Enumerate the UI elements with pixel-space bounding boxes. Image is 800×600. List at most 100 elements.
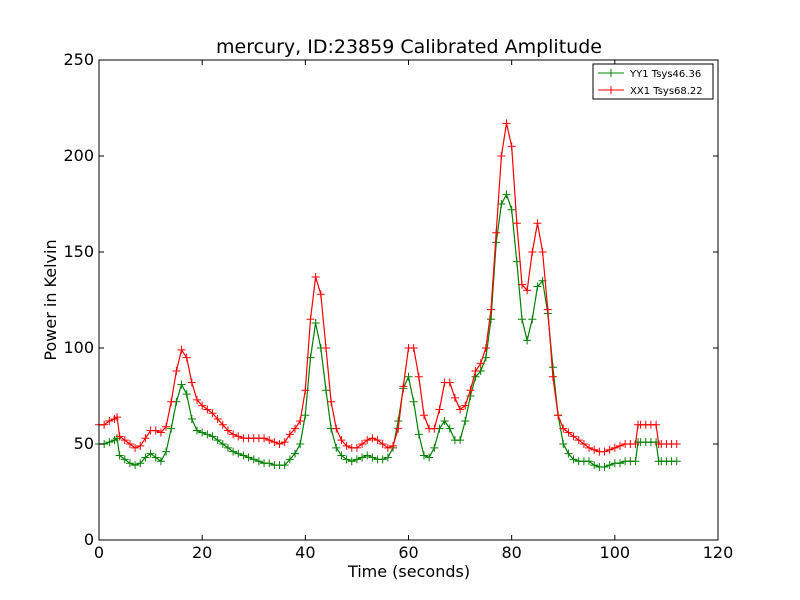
series-0-point-85 bbox=[528, 315, 537, 324]
series-1-point-102 bbox=[615, 441, 624, 450]
series-1-point-13 bbox=[156, 428, 165, 437]
series-0-point-30 bbox=[244, 453, 253, 462]
legend-label-yy1: YY1 Tsys46.36 bbox=[629, 69, 701, 80]
series-1-point-69 bbox=[445, 378, 454, 387]
series-1-point-96 bbox=[585, 443, 594, 452]
series-0-point-32 bbox=[254, 457, 263, 466]
series-1-point-25 bbox=[218, 420, 227, 429]
series-0 bbox=[95, 190, 681, 472]
series-1-point-48 bbox=[337, 436, 346, 445]
series-1-point-73 bbox=[466, 386, 475, 395]
series-1-point-8 bbox=[131, 443, 140, 452]
series-0-point-5 bbox=[115, 451, 124, 460]
series-1-point-14 bbox=[162, 422, 171, 431]
series-1-point-22 bbox=[203, 405, 212, 414]
series-0-point-69 bbox=[445, 424, 454, 433]
series-1-point-52 bbox=[358, 440, 367, 448]
series-1-point-101 bbox=[610, 443, 619, 452]
series-1-point-95 bbox=[579, 440, 588, 448]
series-0-point-39 bbox=[291, 449, 300, 458]
series-1-point-62 bbox=[409, 344, 418, 352]
series-1-point-97 bbox=[590, 445, 599, 454]
series-1-point-45 bbox=[321, 344, 330, 352]
series-1-point-23 bbox=[208, 409, 217, 418]
series-0-point-80 bbox=[502, 190, 511, 199]
series-0-point-38 bbox=[285, 455, 294, 464]
series-0-point-20 bbox=[193, 426, 202, 435]
series-1-point-42 bbox=[306, 315, 315, 324]
series-0-point-105 bbox=[631, 457, 640, 466]
legend: YY1 Tsys46.36 XX1 Tsys68.22 bbox=[592, 63, 714, 100]
series-1-point-54 bbox=[368, 434, 377, 443]
axis-ticks: 0 20 40 60 80 100 120 0 50 100 150 200 250 bbox=[63, 50, 733, 562]
series-0-point-43 bbox=[311, 319, 320, 328]
series-1-point-37 bbox=[280, 438, 289, 447]
series-0-point-17 bbox=[177, 380, 186, 389]
series-1-point-9 bbox=[136, 441, 145, 450]
legend-marker-yy1 bbox=[607, 69, 615, 77]
series-1-point-10 bbox=[141, 434, 150, 443]
series-1-point-27 bbox=[229, 430, 238, 439]
series-0-point-40 bbox=[296, 440, 305, 448]
series-1-point-83 bbox=[517, 280, 526, 289]
legend-box bbox=[592, 63, 714, 100]
series-1-point-90 bbox=[554, 411, 563, 420]
series-0-point-59 bbox=[394, 416, 403, 425]
series-0-point-52 bbox=[358, 453, 367, 462]
series-0-point-28 bbox=[234, 449, 243, 458]
series-line-1 bbox=[99, 123, 677, 453]
x-tick-label-1: 20 bbox=[192, 543, 212, 562]
plot-area bbox=[95, 119, 681, 472]
series-1-point-115 bbox=[672, 440, 681, 448]
series-1-point-21 bbox=[198, 401, 207, 410]
series-1-point-70 bbox=[450, 393, 459, 402]
series-0-point-93 bbox=[569, 455, 578, 464]
x-tick-label-6: 120 bbox=[703, 543, 734, 562]
series-0-point-100 bbox=[605, 461, 614, 470]
series-0-point-65 bbox=[425, 453, 434, 462]
series-1-point-35 bbox=[270, 438, 279, 447]
series-0-point-21 bbox=[198, 428, 207, 437]
y-tick-label-5: 250 bbox=[63, 50, 94, 69]
series-1-point-38 bbox=[285, 430, 294, 439]
series-1-point-66 bbox=[430, 424, 439, 433]
series-1-point-100 bbox=[605, 445, 614, 454]
series-1-point-91 bbox=[559, 424, 568, 433]
series-0-point-115 bbox=[672, 457, 681, 466]
series-0-point-81 bbox=[507, 205, 516, 214]
series-1-point-16 bbox=[172, 367, 181, 376]
y-tick-label-1: 50 bbox=[74, 434, 94, 453]
series-1-point-39 bbox=[291, 424, 300, 433]
series-1-point-80 bbox=[502, 119, 511, 128]
series-0-point-37 bbox=[280, 461, 289, 470]
series-1-point-24 bbox=[213, 415, 222, 424]
series-0-point-23 bbox=[208, 432, 217, 441]
series-1-point-76 bbox=[481, 344, 490, 352]
y-axis-label: Power in Kelvin bbox=[41, 239, 60, 360]
series-0-point-97 bbox=[590, 461, 599, 470]
series-0-point-10 bbox=[141, 453, 150, 462]
series-0-point-66 bbox=[430, 443, 439, 452]
series-1-point-41 bbox=[301, 386, 310, 395]
series-1-point-60 bbox=[399, 382, 408, 391]
series-0-point-54 bbox=[368, 453, 377, 462]
y-tick-label-2: 100 bbox=[63, 338, 94, 357]
series-1-point-74 bbox=[471, 367, 480, 376]
series-0-point-9 bbox=[136, 459, 145, 468]
series-1-point-81 bbox=[507, 142, 516, 151]
series-0-point-25 bbox=[218, 440, 227, 448]
series-1-point-84 bbox=[523, 286, 532, 295]
series-1-point-77 bbox=[487, 305, 496, 314]
x-tick-label-0: 0 bbox=[94, 543, 104, 562]
series-0-point-62 bbox=[409, 397, 418, 406]
series-0-point-2 bbox=[105, 438, 114, 447]
series-0-point-29 bbox=[239, 451, 248, 460]
series-1-point-33 bbox=[260, 434, 269, 443]
series-0-point-63 bbox=[414, 430, 423, 439]
series-1-point-43 bbox=[311, 272, 320, 281]
series-1-point-94 bbox=[574, 436, 583, 445]
series-0-point-77 bbox=[487, 315, 496, 324]
series-0-point-24 bbox=[213, 436, 222, 445]
series-0-point-91 bbox=[559, 440, 568, 448]
